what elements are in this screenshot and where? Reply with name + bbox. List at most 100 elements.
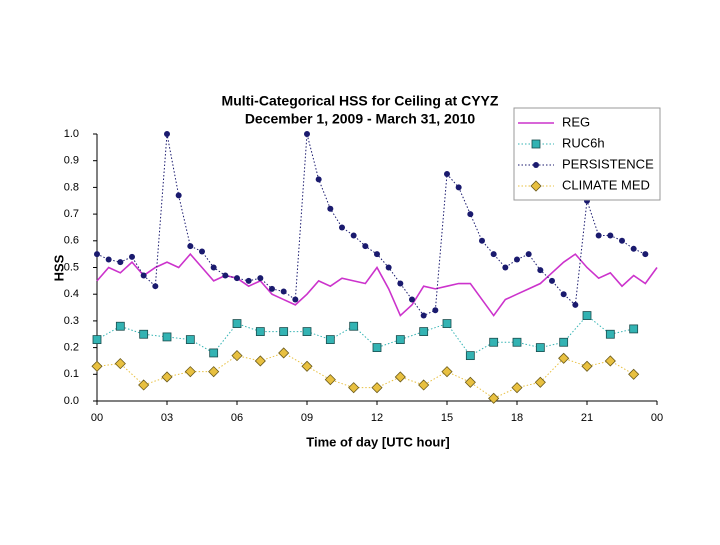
square-marker	[582, 311, 592, 320]
circle-marker	[222, 272, 229, 279]
diamond-marker	[604, 355, 616, 367]
square-marker	[605, 329, 615, 339]
circle-marker	[642, 251, 649, 258]
circle-marker	[619, 237, 625, 244]
diamond-marker	[138, 379, 150, 391]
circle-marker	[234, 275, 240, 282]
diamond-marker	[464, 376, 476, 388]
square-marker	[209, 348, 219, 358]
y-tick-label: 0.8	[64, 181, 79, 193]
diamond-marker	[278, 347, 290, 359]
circle-marker	[420, 312, 427, 319]
circle-marker	[292, 296, 299, 303]
y-tick-label: 0.3	[64, 315, 79, 327]
series-line	[96, 133, 646, 317]
y-tick-label: 0.1	[64, 368, 79, 380]
y-tick-label: 1.0	[64, 128, 79, 140]
circle-marker	[537, 267, 544, 274]
circle-marker	[350, 232, 357, 239]
x-tick-label: 06	[231, 412, 243, 424]
square-marker	[489, 337, 499, 347]
x-tick-label: 09	[301, 412, 313, 424]
diamond-marker	[488, 392, 500, 404]
circle-marker	[94, 251, 100, 258]
square-marker	[115, 321, 125, 331]
square-marker	[395, 335, 405, 344]
y-tick-label: 0.7	[64, 208, 79, 220]
circle-marker	[315, 176, 322, 183]
circle-marker	[630, 245, 637, 252]
circle-marker	[572, 301, 579, 308]
circle-marker	[245, 277, 252, 284]
square-marker	[465, 351, 475, 361]
square-marker	[185, 335, 195, 344]
diamond-marker	[581, 360, 593, 372]
circle-marker	[455, 184, 462, 191]
diamond-marker	[208, 366, 220, 378]
diamond-marker	[254, 355, 266, 367]
circle-marker	[269, 285, 275, 292]
y-tick-label: 0.0	[64, 395, 79, 407]
circle-marker	[327, 205, 334, 212]
diamond-marker	[301, 360, 313, 372]
circle-marker	[490, 251, 497, 258]
circle-marker	[140, 272, 147, 279]
circle-marker	[152, 283, 159, 290]
y-tick-label: 0.9	[64, 155, 79, 167]
square-marker	[512, 337, 522, 347]
diamond-marker	[231, 350, 243, 362]
circle-marker	[533, 162, 539, 168]
circle-marker	[129, 253, 135, 260]
x-tick-label: 00	[651, 412, 663, 424]
x-tick-label: 12	[371, 412, 383, 424]
x-tick-label: 15	[441, 412, 453, 424]
diamond-marker	[348, 382, 360, 394]
circle-marker	[210, 264, 217, 271]
series-line	[96, 252, 658, 317]
square-marker	[349, 321, 359, 331]
circle-marker	[514, 256, 520, 263]
circle-marker	[164, 131, 170, 137]
circle-marker	[175, 192, 182, 199]
square-marker	[325, 335, 335, 344]
square-marker	[442, 319, 452, 328]
square-marker	[302, 327, 312, 336]
x-tick-label: 18	[511, 412, 523, 424]
chart-subtitle: December 1, 2009 - March 31, 2010	[245, 111, 476, 127]
square-marker	[535, 343, 545, 353]
diamond-marker	[534, 376, 546, 388]
circle-marker	[432, 307, 439, 314]
circle-marker	[187, 243, 194, 250]
square-marker	[559, 337, 569, 347]
square-marker	[162, 332, 172, 342]
square-marker	[139, 329, 149, 339]
circle-marker	[525, 251, 532, 258]
diamond-marker	[114, 358, 126, 370]
circle-marker	[117, 259, 124, 266]
diamond-marker	[418, 379, 430, 391]
diamond-marker	[511, 382, 523, 394]
circle-marker	[409, 296, 415, 303]
circle-marker	[105, 256, 112, 263]
circle-marker	[374, 251, 380, 258]
circle-marker	[560, 291, 567, 298]
diamond-marker	[441, 366, 453, 378]
x-axis-label: Time of day [UTC hour]	[306, 434, 449, 449]
circle-marker	[385, 264, 392, 271]
square-marker	[419, 327, 429, 336]
circle-marker	[502, 264, 509, 271]
y-tick-label: 0.2	[64, 342, 79, 354]
circle-marker	[304, 131, 310, 137]
diamond-marker	[371, 382, 383, 394]
circle-marker	[479, 237, 485, 244]
square-marker	[232, 319, 242, 328]
legend-label: REG	[562, 114, 590, 129]
circle-marker	[362, 243, 369, 250]
legend-label: CLIMATE MED	[562, 177, 650, 192]
circle-marker	[339, 224, 345, 231]
diamond-marker	[530, 180, 542, 192]
y-tick-label: 0.4	[64, 288, 79, 300]
diamond-marker	[394, 371, 406, 383]
